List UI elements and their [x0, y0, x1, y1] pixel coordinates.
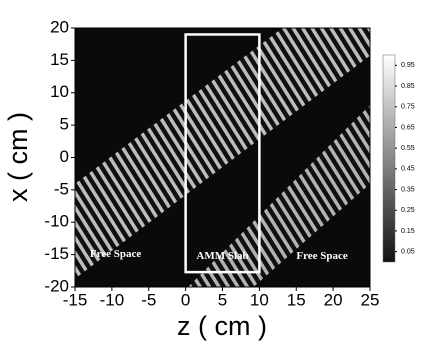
x-tick-label: 25 — [361, 290, 380, 309]
annotation: AMM Slab — [196, 250, 248, 262]
annotation: Free Space — [90, 248, 142, 260]
colorbar-tick-label: 0.95 — [401, 62, 415, 69]
x-tick-label: 0 — [181, 290, 190, 309]
x-tick-label: 10 — [250, 290, 269, 309]
y-tick-label: 5 — [60, 115, 69, 134]
y-tick-label: 15 — [50, 50, 69, 69]
field-map — [75, 28, 370, 287]
colorbar-tick-label: 0.05 — [401, 248, 415, 255]
x-tick-label: 5 — [218, 290, 227, 309]
colorbar-tick-label: 0.55 — [401, 145, 415, 152]
y-tick-label: 10 — [50, 82, 69, 101]
y-tick-label: -5 — [54, 179, 69, 198]
colorbar-tick-label: 0.15 — [401, 228, 415, 235]
colorbar-tick-label: 0.45 — [401, 166, 415, 173]
colorbar-tick-label: 0.75 — [401, 104, 415, 111]
colorbar — [382, 54, 396, 263]
slab-outline — [184, 33, 261, 274]
y-tick-label: 20 — [50, 17, 69, 36]
x-tick-label: -10 — [100, 290, 125, 309]
x-tick-label: 15 — [287, 290, 306, 309]
y-tick-label: 0 — [60, 147, 69, 166]
x-tick-label: 20 — [324, 290, 343, 309]
y-axis-label: x ( cm ) — [3, 112, 33, 202]
colorbar-tick-label: 0.65 — [401, 124, 415, 131]
y-tick-label: -15 — [44, 244, 69, 263]
annotation: Free Space — [296, 250, 348, 262]
colorbar-tick-label: 0.35 — [401, 186, 415, 193]
x-tick-label: -5 — [141, 290, 156, 309]
x-tick-label: -15 — [63, 290, 88, 309]
y-tick-label: -20 — [44, 276, 69, 295]
y-tick-label: -10 — [44, 212, 69, 231]
x-axis-label: z ( cm ) — [177, 311, 267, 341]
colorbar-tick-label: 0.25 — [401, 207, 415, 214]
colorbar-tick-label: 0.85 — [401, 83, 415, 90]
